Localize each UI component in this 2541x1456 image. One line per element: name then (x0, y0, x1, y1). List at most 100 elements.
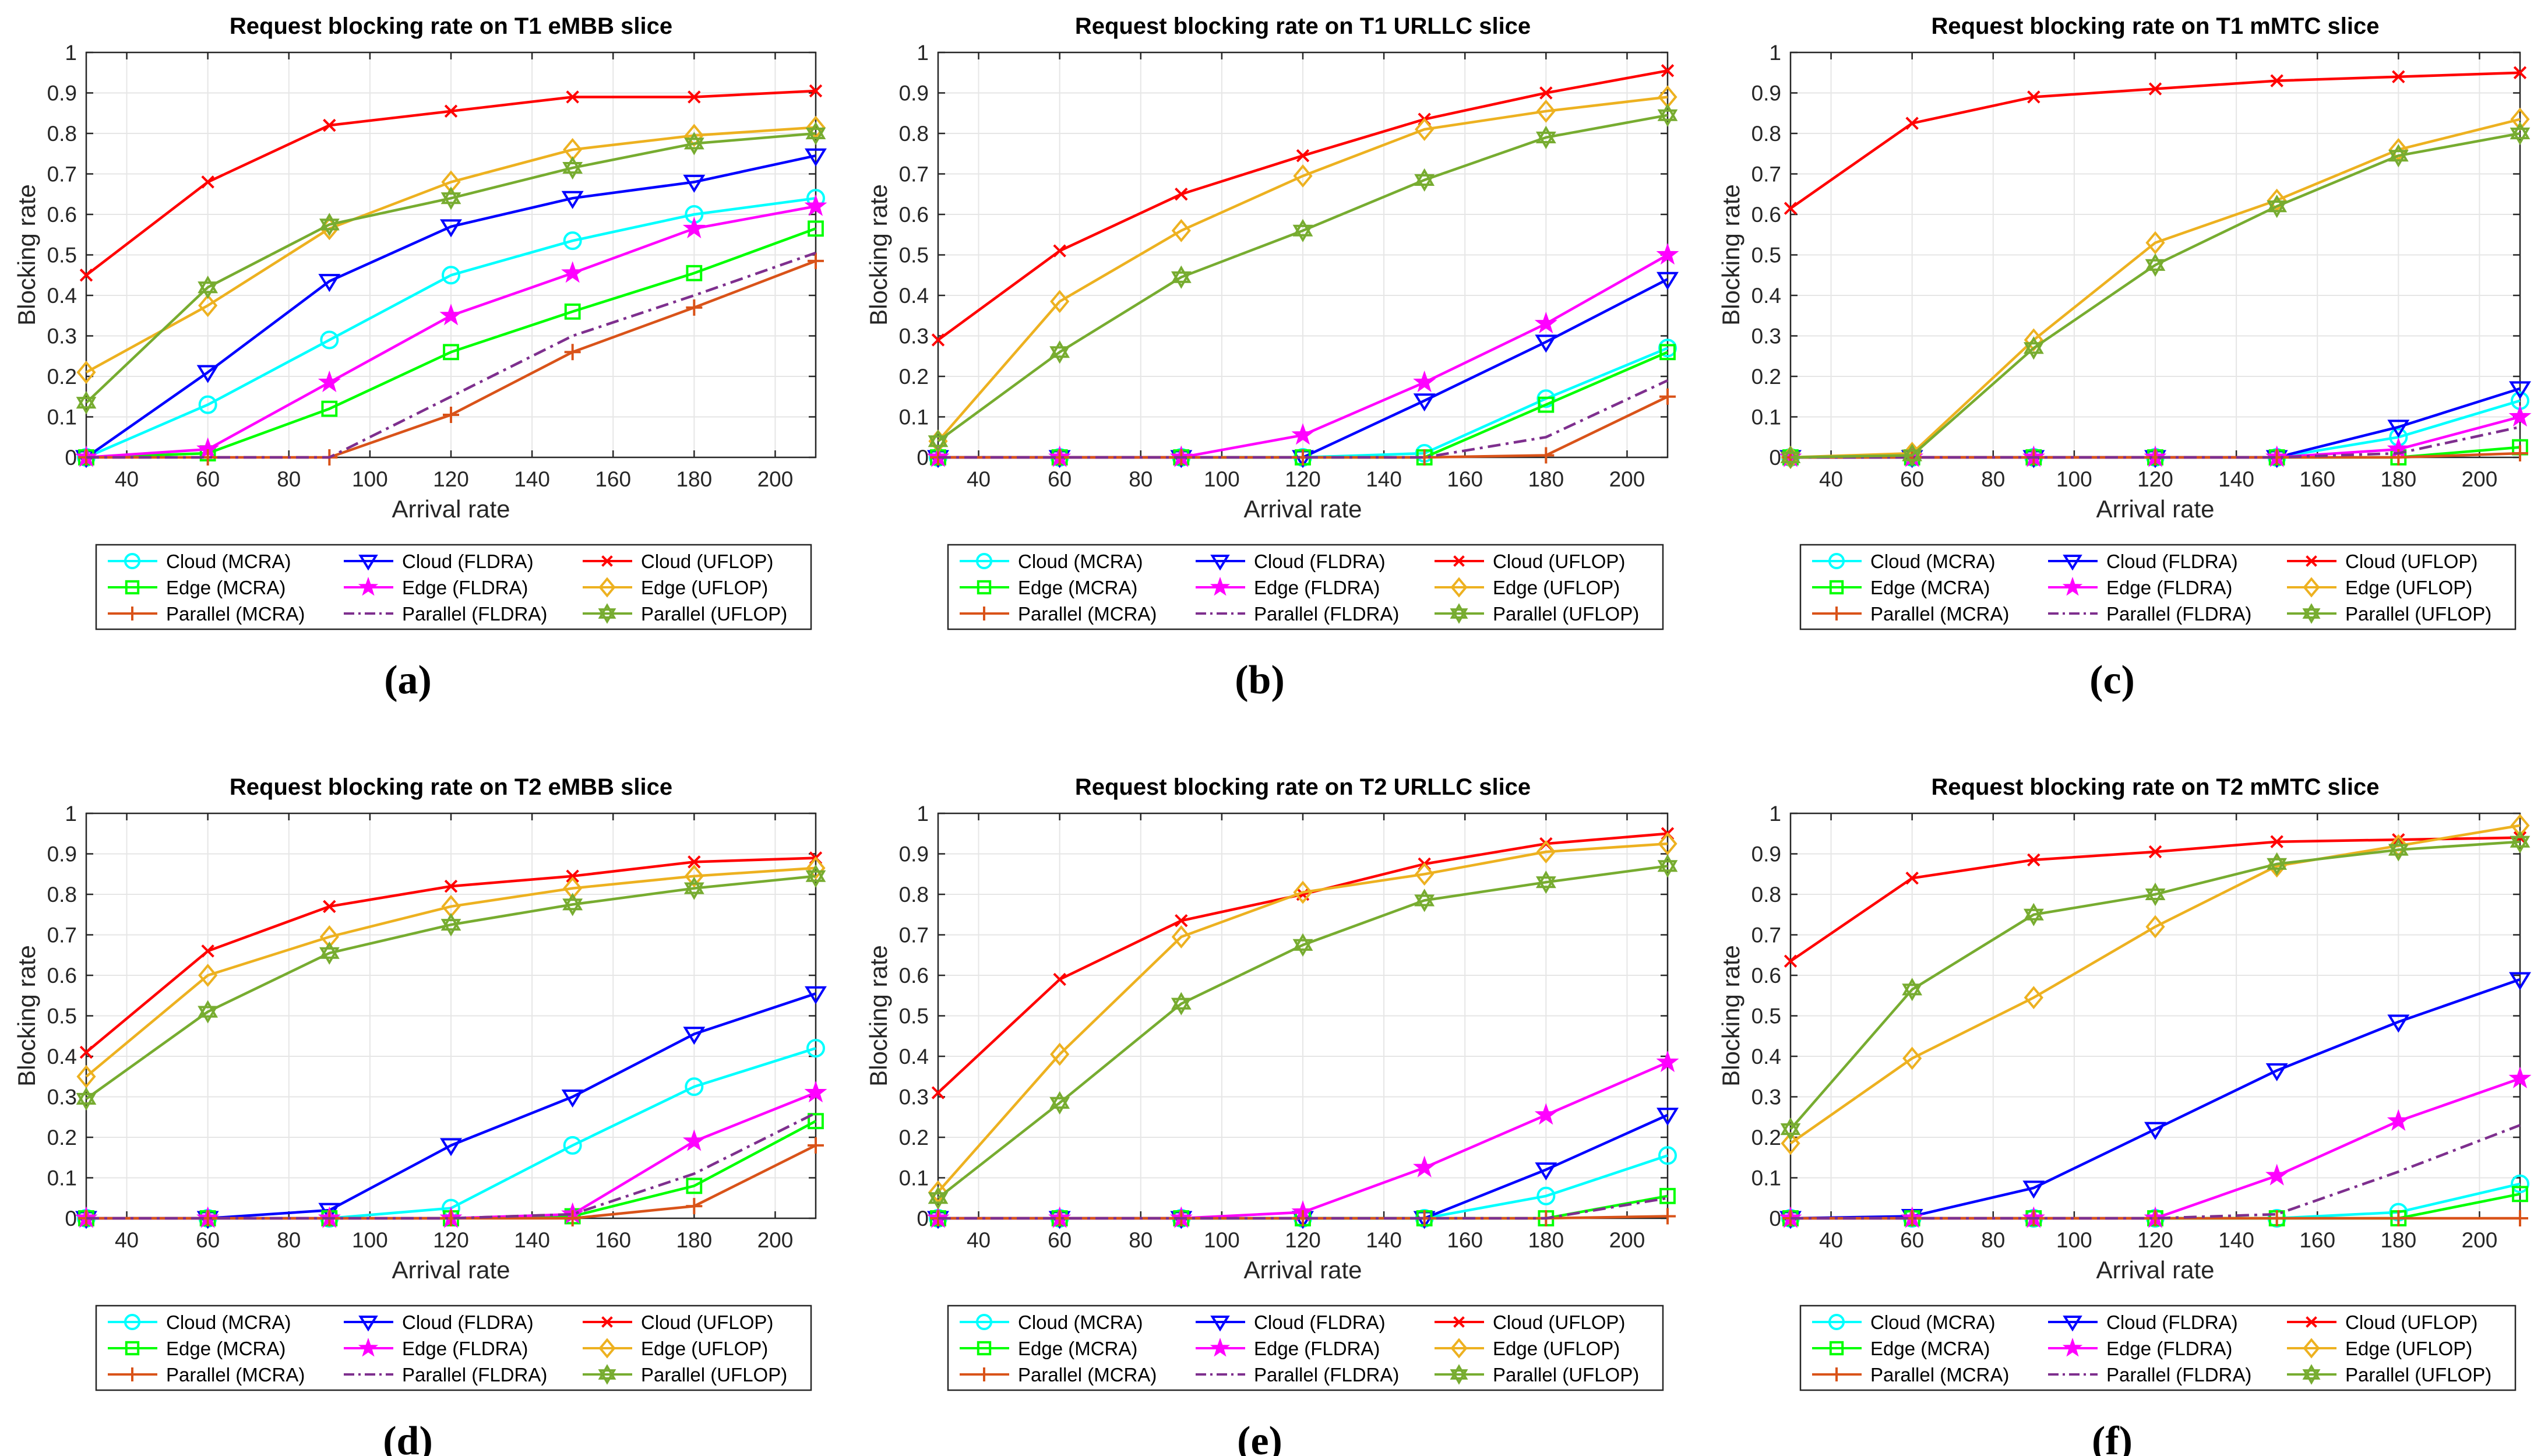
legend-label-cloud-mcra: Cloud (MCRA) (166, 1312, 291, 1333)
x-axis-label: Arrival rate (392, 495, 510, 523)
legend-label-cloud-uflop: Cloud (UFLOP) (1493, 1312, 1625, 1333)
legend-label-edge-uflop: Edge (UFLOP) (1493, 1338, 1620, 1359)
data-point (2145, 882, 2166, 907)
y-tick-label: 0.5 (899, 1004, 929, 1028)
data-point (1659, 1208, 1676, 1225)
legend-label-par-uflop: Parallel (UFLOP) (641, 603, 787, 625)
data-point (1293, 164, 1313, 188)
data-point (441, 170, 461, 194)
data-point (201, 175, 214, 189)
legend-label-cloud-mcra: Cloud (MCRA) (1870, 551, 1996, 572)
y-tick-label: 0.7 (47, 163, 77, 186)
data-point (2513, 66, 2527, 79)
data-point (321, 400, 338, 417)
x-tick-label: 80 (1981, 1228, 2005, 1252)
legend-marker (977, 607, 991, 621)
legend-marker (124, 1314, 140, 1330)
series-line (86, 251, 816, 459)
legend-label-par-mcra: Parallel (MCRA) (166, 603, 305, 625)
legend-label-cloud-fldra: Cloud (FLDRA) (402, 551, 534, 572)
legend-label-edge-mcra: Edge (MCRA) (1870, 1338, 1990, 1359)
data-point (198, 964, 218, 987)
legend: Cloud (MCRA) Cloud (FLDRA) Cloud (UFLOP) Ed… (95, 1305, 812, 1391)
data-point (443, 407, 459, 424)
legend-marker (1210, 576, 1231, 596)
data-point (1415, 862, 1435, 886)
data-point (682, 216, 706, 238)
series-edge-uflop (928, 832, 1677, 1204)
data-point (1902, 978, 1923, 1002)
data-point (198, 275, 218, 299)
y-tick-label: 0.3 (47, 325, 77, 348)
data-point (1534, 1103, 1557, 1125)
x-tick-label: 120 (1285, 467, 1321, 491)
y-tick-label: 0.9 (1751, 842, 1781, 866)
data-point (1171, 265, 1192, 289)
legend-marker (1828, 1314, 1845, 1330)
x-tick-label: 140 (2218, 467, 2254, 491)
legend-marker (358, 1316, 378, 1332)
series-cloud-uflop (1784, 66, 2527, 215)
x-axis-label: Arrival rate (2096, 495, 2214, 523)
y-tick-label: 0.4 (899, 1045, 929, 1069)
chart-title: Request blocking rate on T1 mMTC slice (1931, 13, 2379, 39)
data-point (2390, 1210, 2407, 1226)
data-point (1659, 1187, 1676, 1204)
legend-marker (124, 553, 140, 569)
data-point (1414, 168, 1435, 192)
data-point (442, 266, 460, 285)
legend-box (1799, 1305, 2517, 1391)
data-point (319, 925, 339, 949)
x-tick-label: 140 (514, 1228, 550, 1252)
x-tick-label: 180 (2380, 1228, 2416, 1252)
legend-marker (1450, 577, 1468, 598)
legend-marker (977, 1367, 991, 1381)
panel-label: (d) (383, 1419, 433, 1456)
data-point (931, 1086, 945, 1099)
series-par-fldra (86, 1112, 817, 1220)
y-tick-label: 0.9 (47, 842, 77, 866)
x-tick-label: 120 (433, 1228, 469, 1252)
legend-marker (1830, 607, 1844, 621)
data-point (440, 219, 462, 238)
legend-label-edge-uflop: Edge (UFLOP) (641, 1338, 768, 1359)
data-point (2512, 1210, 2528, 1226)
y-tick-label: 0.5 (47, 1004, 77, 1028)
legend-label-cloud-uflop: Cloud (UFLOP) (2345, 1312, 2477, 1333)
data-point (198, 1000, 218, 1024)
legend-label-par-mcra: Parallel (MCRA) (1018, 603, 1157, 625)
x-tick-label: 180 (676, 467, 712, 491)
data-point (808, 1113, 824, 1130)
data-point (1538, 447, 1555, 464)
legend-marker (1830, 1367, 1844, 1381)
data-point (444, 879, 458, 893)
series-line (1789, 840, 2521, 1130)
data-point (808, 1137, 824, 1154)
x-tick-label: 80 (1129, 1228, 1153, 1252)
data-point (2509, 972, 2531, 990)
y-tick-label: 0.4 (47, 284, 77, 308)
y-tick-label: 0.5 (899, 244, 929, 267)
x-tick-label: 100 (2056, 467, 2092, 491)
series-par-fldra (86, 251, 816, 459)
x-tick-label: 120 (1285, 1228, 1321, 1252)
data-point (1902, 443, 1923, 467)
series-line (937, 842, 1668, 1193)
data-point (1536, 99, 1556, 123)
x-tick-label: 160 (2299, 467, 2335, 491)
legend-marker (601, 1316, 613, 1328)
y-tick-label: 0.3 (1751, 1085, 1781, 1109)
data-point (201, 944, 214, 958)
x-axis-label: Arrival rate (1243, 1256, 1362, 1284)
data-point (1171, 218, 1191, 242)
data-point (320, 330, 339, 350)
data-point (323, 118, 336, 132)
data-point (1656, 1050, 1679, 1073)
legend-marker (976, 553, 992, 569)
data-point (1538, 396, 1555, 413)
data-point (1905, 871, 1919, 885)
legend-label-cloud-mcra: Cloud (MCRA) (1018, 551, 1143, 572)
data-point (1780, 1117, 1801, 1141)
data-point (1659, 388, 1676, 405)
